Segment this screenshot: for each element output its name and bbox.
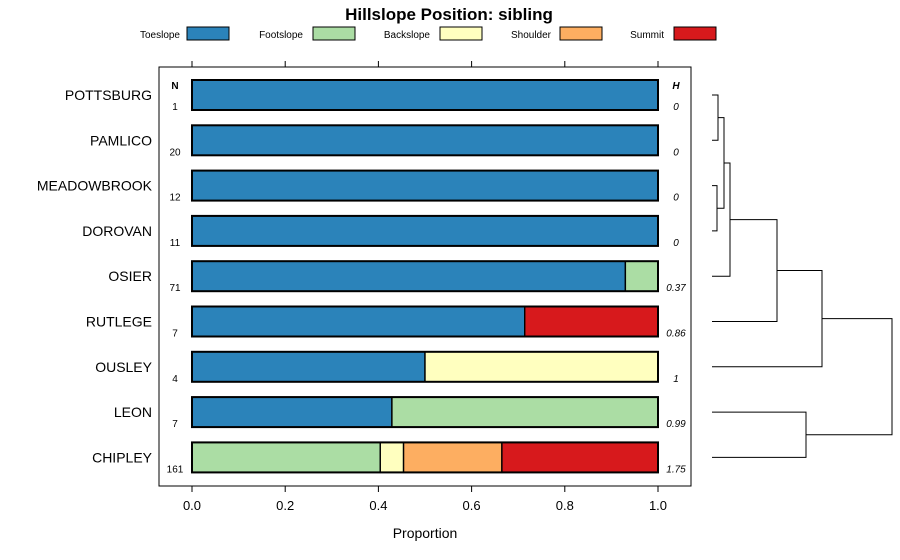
bar-outline-rutlege xyxy=(191,305,659,338)
dendrogram-branch-0 xyxy=(712,94,719,141)
n-value-leon: 7 xyxy=(172,419,178,430)
legend-swatch-footslope xyxy=(312,26,356,41)
h-value-meadowbrook: 0 xyxy=(673,193,679,204)
legend-swatch-summit xyxy=(673,26,717,41)
bar-segment-leon-footslope xyxy=(391,396,659,428)
h-value-dorovan: 0 xyxy=(673,238,679,249)
x-axis: 0.0 0.2 0.4 0.6 0.8 1.0 xyxy=(183,61,667,513)
bar-segment-leon-toeslope xyxy=(191,396,393,428)
h-value-rutlege: 0.86 xyxy=(666,329,686,340)
n-column-header: N xyxy=(171,81,178,92)
category-label-osier: OSIER xyxy=(108,268,152,284)
x-tick-label-1: 0.2 xyxy=(276,498,294,513)
bar-segment-chipley-backslope xyxy=(379,441,405,474)
bar-outline-pamlico xyxy=(191,124,659,157)
bar-outline-meadowbrook xyxy=(191,169,659,202)
legend-label-shoulder: Shoulder xyxy=(511,30,552,41)
h-value-chipley: 1.75 xyxy=(666,464,686,475)
h-value-leon: 0.99 xyxy=(666,419,686,430)
bar-segment-osier-toeslope xyxy=(191,260,627,292)
legend-label-toeslope: Toeslope xyxy=(140,30,180,41)
bar-segment-rutlege-toeslope xyxy=(191,305,526,338)
plot-frame xyxy=(158,66,692,487)
bar-outline-ousley xyxy=(191,350,659,383)
dendrogram-branch-6 xyxy=(712,411,807,458)
dendrogram-branch-7 xyxy=(806,318,893,436)
n-value-pottsburg: 1 xyxy=(172,102,178,113)
x-tick-label-3: 0.6 xyxy=(463,498,481,513)
dendrogram xyxy=(712,94,893,458)
dendrogram-branch-4 xyxy=(712,219,778,322)
legend-swatch-shoulder xyxy=(559,26,603,41)
h-value-pamlico: 0 xyxy=(673,147,679,158)
bar-segment-pottsburg-toeslope xyxy=(191,79,659,111)
bar-outline-pottsburg xyxy=(191,79,659,111)
n-value-osier: 71 xyxy=(169,283,181,294)
chart-title: Hillslope Position: sibling xyxy=(345,5,553,24)
category-label-pamlico: PAMLICO xyxy=(90,132,152,148)
category-label-chipley: CHIPLEY xyxy=(92,449,153,465)
category-label-dorovan: DOROVAN xyxy=(82,223,152,239)
category-label-leon: LEON xyxy=(114,404,152,420)
legend-label-footslope: Footslope xyxy=(259,30,303,41)
dendrogram-branch-3 xyxy=(712,162,731,277)
category-label-pottsburg: POTTSBURG xyxy=(65,87,152,103)
bar-segment-chipley-summit xyxy=(501,441,659,474)
x-axis-title: Proportion xyxy=(393,525,458,541)
h-value-ousley: 1 xyxy=(673,374,679,385)
x-tick-label-0: 0.0 xyxy=(183,498,201,513)
h-value-pottsburg: 0 xyxy=(673,102,679,113)
bar-segment-chipley-footslope xyxy=(191,441,381,474)
dendrogram-branch-1 xyxy=(712,185,718,232)
bars-group: POTTSBURG 1 0 PAMLICO 20 0 MEADOWBROOK 12 0 DOROV… xyxy=(37,79,686,475)
bar-segment-chipley-shoulder xyxy=(402,441,503,474)
legend-label-summit: Summit xyxy=(630,30,664,41)
n-value-dorovan: 11 xyxy=(170,238,181,249)
n-value-rutlege: 7 xyxy=(172,329,178,340)
x-tick-label-5: 1.0 xyxy=(649,498,667,513)
category-label-ousley: OUSLEY xyxy=(95,359,152,375)
h-column-header: H xyxy=(672,81,680,92)
category-label-meadowbrook: MEADOWBROOK xyxy=(37,178,153,194)
bar-segment-ousley-toeslope xyxy=(191,351,426,383)
bar-outline-chipley xyxy=(191,441,659,474)
x-tick-label-2: 0.4 xyxy=(369,498,387,513)
bar-segment-ousley-backslope xyxy=(424,351,659,383)
category-label-rutlege: RUTLEGE xyxy=(86,314,152,330)
x-tick-label-4: 0.8 xyxy=(556,498,574,513)
bar-segment-meadowbrook-toeslope xyxy=(191,169,659,202)
bar-outline-osier xyxy=(191,260,659,293)
n-value-ousley: 4 xyxy=(172,374,178,385)
n-value-meadowbrook: 12 xyxy=(169,193,181,204)
h-value-osier: 0.37 xyxy=(666,283,686,294)
legend-swatch-toeslope xyxy=(186,26,230,41)
bar-segment-dorovan-toeslope xyxy=(191,215,659,247)
bar-segment-pamlico-toeslope xyxy=(191,124,659,157)
n-value-pamlico: 20 xyxy=(169,147,181,158)
legend-swatch-backslope xyxy=(439,26,483,41)
legend-label-backslope: Backslope xyxy=(384,30,431,41)
bar-segment-rutlege-summit xyxy=(524,305,659,338)
bar-outline-dorovan xyxy=(191,214,659,247)
dendrogram-branch-5 xyxy=(712,270,823,368)
n-value-chipley: 161 xyxy=(167,464,184,475)
bar-segment-osier-footslope xyxy=(624,260,659,292)
bar-outline-leon xyxy=(191,396,659,429)
legend: Toeslope Footslope Backslope Shoulder Summit xyxy=(140,26,717,41)
